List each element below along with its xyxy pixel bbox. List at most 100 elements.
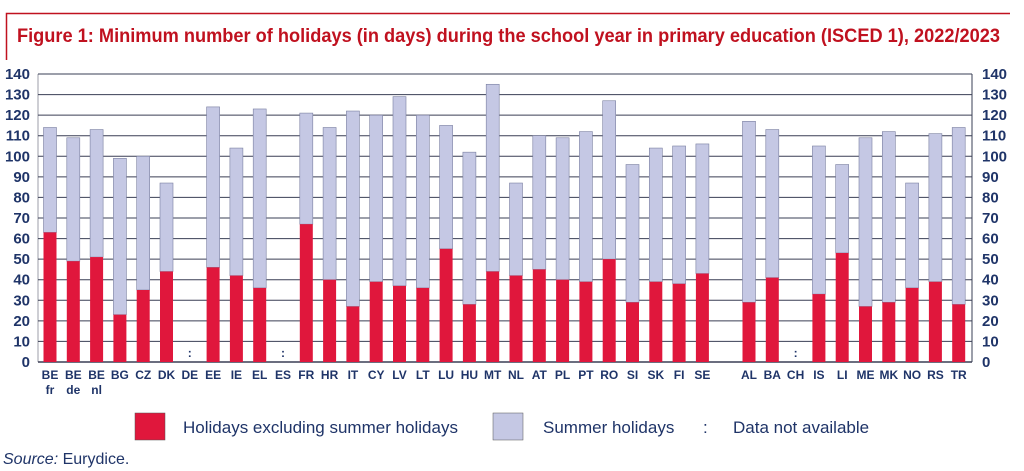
bar-summer-rs xyxy=(928,133,943,283)
bar-summer-is xyxy=(812,145,826,295)
bar-non-summer-se xyxy=(695,273,709,362)
y-tick-right: 0 xyxy=(982,354,990,371)
x-tick-label: CY xyxy=(368,368,385,382)
y-tick-left: 140 xyxy=(5,66,30,83)
bar-summer-ee xyxy=(206,106,220,268)
x-tick-label: DK xyxy=(158,368,176,382)
y-tick-right: 120 xyxy=(982,107,1007,124)
bar-summer-pl xyxy=(555,137,570,281)
missing-data-marker: : xyxy=(794,346,798,360)
bar-summer-no xyxy=(905,182,919,289)
bar-summer-bg xyxy=(113,158,127,315)
x-tick-label: FR xyxy=(298,368,314,382)
bar-summer-fr xyxy=(299,112,314,225)
bar-non-summer-no xyxy=(905,287,919,362)
bar-summer-hu xyxy=(462,151,477,305)
x-tick-label: HU xyxy=(461,368,478,382)
bar-non-summer-pl xyxy=(556,279,570,362)
y-tick-left: 70 xyxy=(13,210,30,227)
x-tick-label: BE xyxy=(65,368,82,382)
bar-non-summer-lu xyxy=(439,248,453,362)
y-tick-right: 10 xyxy=(982,333,999,350)
bar-summer-be-de xyxy=(66,137,81,262)
x-tick-label: NO xyxy=(903,368,921,382)
y-tick-left: 90 xyxy=(13,169,30,186)
bar-summer-at xyxy=(532,135,547,270)
x-tick-label: PT xyxy=(578,368,594,382)
y-tick-left: 30 xyxy=(13,292,30,309)
x-tick-sublabel: nl xyxy=(91,383,102,397)
bar-summer-fi xyxy=(672,145,686,285)
bar-non-summer-cy xyxy=(369,281,383,362)
y-tick-right: 50 xyxy=(982,251,999,268)
bar-non-summer-rs xyxy=(928,281,942,362)
bar-summer-ie xyxy=(229,147,244,276)
bar-non-summer-ee xyxy=(206,267,220,362)
bar-summer-mt xyxy=(485,83,500,272)
y-tick-right: 90 xyxy=(982,169,999,186)
x-tick-label: MK xyxy=(879,368,898,382)
y-tick-right: 130 xyxy=(982,87,1007,104)
bar-non-summer-ie xyxy=(229,275,243,362)
bar-non-summer-mt xyxy=(486,271,500,362)
legend-na-symbol: : xyxy=(703,418,708,437)
x-tick-label: LU xyxy=(438,368,454,382)
bar-summer-hr xyxy=(322,127,337,281)
bar-summer-al xyxy=(742,121,756,303)
x-tick-label: RO xyxy=(600,368,618,382)
x-tick-sublabel: fr xyxy=(46,383,55,397)
bar-non-summer-hr xyxy=(323,279,337,362)
y-tick-left: 10 xyxy=(13,333,30,350)
x-tick-label: PL xyxy=(555,368,570,382)
legend: Holidays excluding summer holidays Summe… xyxy=(134,412,869,441)
bar-summer-mk xyxy=(881,131,896,303)
bar-summer-tr xyxy=(951,127,966,305)
bar-non-summer-sk xyxy=(649,281,663,362)
bar-summer-cz xyxy=(136,155,150,291)
bar-non-summer-lt xyxy=(416,287,430,362)
y-tick-right: 20 xyxy=(982,313,999,330)
bar-summer-it xyxy=(346,110,360,307)
y-tick-left: 60 xyxy=(13,231,30,248)
bar-non-summer-si xyxy=(626,302,639,362)
bar-non-summer-is xyxy=(812,294,826,362)
x-tick-label: DE xyxy=(181,368,198,382)
bar-summer-lv xyxy=(392,96,407,287)
bar-non-summer-cz xyxy=(136,290,150,362)
y-tick-right: 60 xyxy=(982,231,999,248)
bar-non-summer-pt xyxy=(579,281,593,362)
bar-summer-dk xyxy=(159,182,174,272)
x-tick-label: BE xyxy=(88,368,105,382)
bar-summer-ba xyxy=(765,129,780,278)
bar-non-summer-ro xyxy=(602,259,616,362)
bar-non-summer-fr xyxy=(299,224,313,362)
bar-summer-be-nl xyxy=(89,129,104,258)
y-tick-right: 70 xyxy=(982,210,999,227)
x-tick-label: MT xyxy=(484,368,502,382)
bar-summer-lt xyxy=(415,114,430,289)
x-tick-label: EE xyxy=(205,368,221,382)
y-tick-left: 100 xyxy=(5,148,30,165)
y-tick-left: 0 xyxy=(22,354,30,371)
x-tick-label: SE xyxy=(694,368,710,382)
x-tick-label: SK xyxy=(647,368,664,382)
source-note: Source: Eurydice. xyxy=(3,451,129,468)
bar-non-summer-el xyxy=(253,287,267,362)
y-tick-right: 40 xyxy=(982,272,999,289)
bar-non-summer-bg xyxy=(113,314,127,362)
y-tick-right: 30 xyxy=(982,292,999,309)
bar-summer-se xyxy=(695,143,710,274)
x-tick-label: ME xyxy=(857,368,875,382)
x-tick-label: AL xyxy=(741,368,757,382)
legend-label-summer: Summer holidays xyxy=(543,418,674,437)
legend-na-label: Data not available xyxy=(733,418,869,437)
x-tick-label: TR xyxy=(951,368,967,382)
x-tick-label: CH xyxy=(787,368,804,382)
x-tick-label: BE xyxy=(42,368,59,382)
y-tick-left: 20 xyxy=(13,313,30,330)
y-tick-right: 110 xyxy=(982,128,1006,145)
x-tick-label: HR xyxy=(321,368,339,382)
chart-title: Figure 1: Minimum number of holidays (in… xyxy=(17,26,1000,47)
x-tick-label: IE xyxy=(231,368,242,382)
